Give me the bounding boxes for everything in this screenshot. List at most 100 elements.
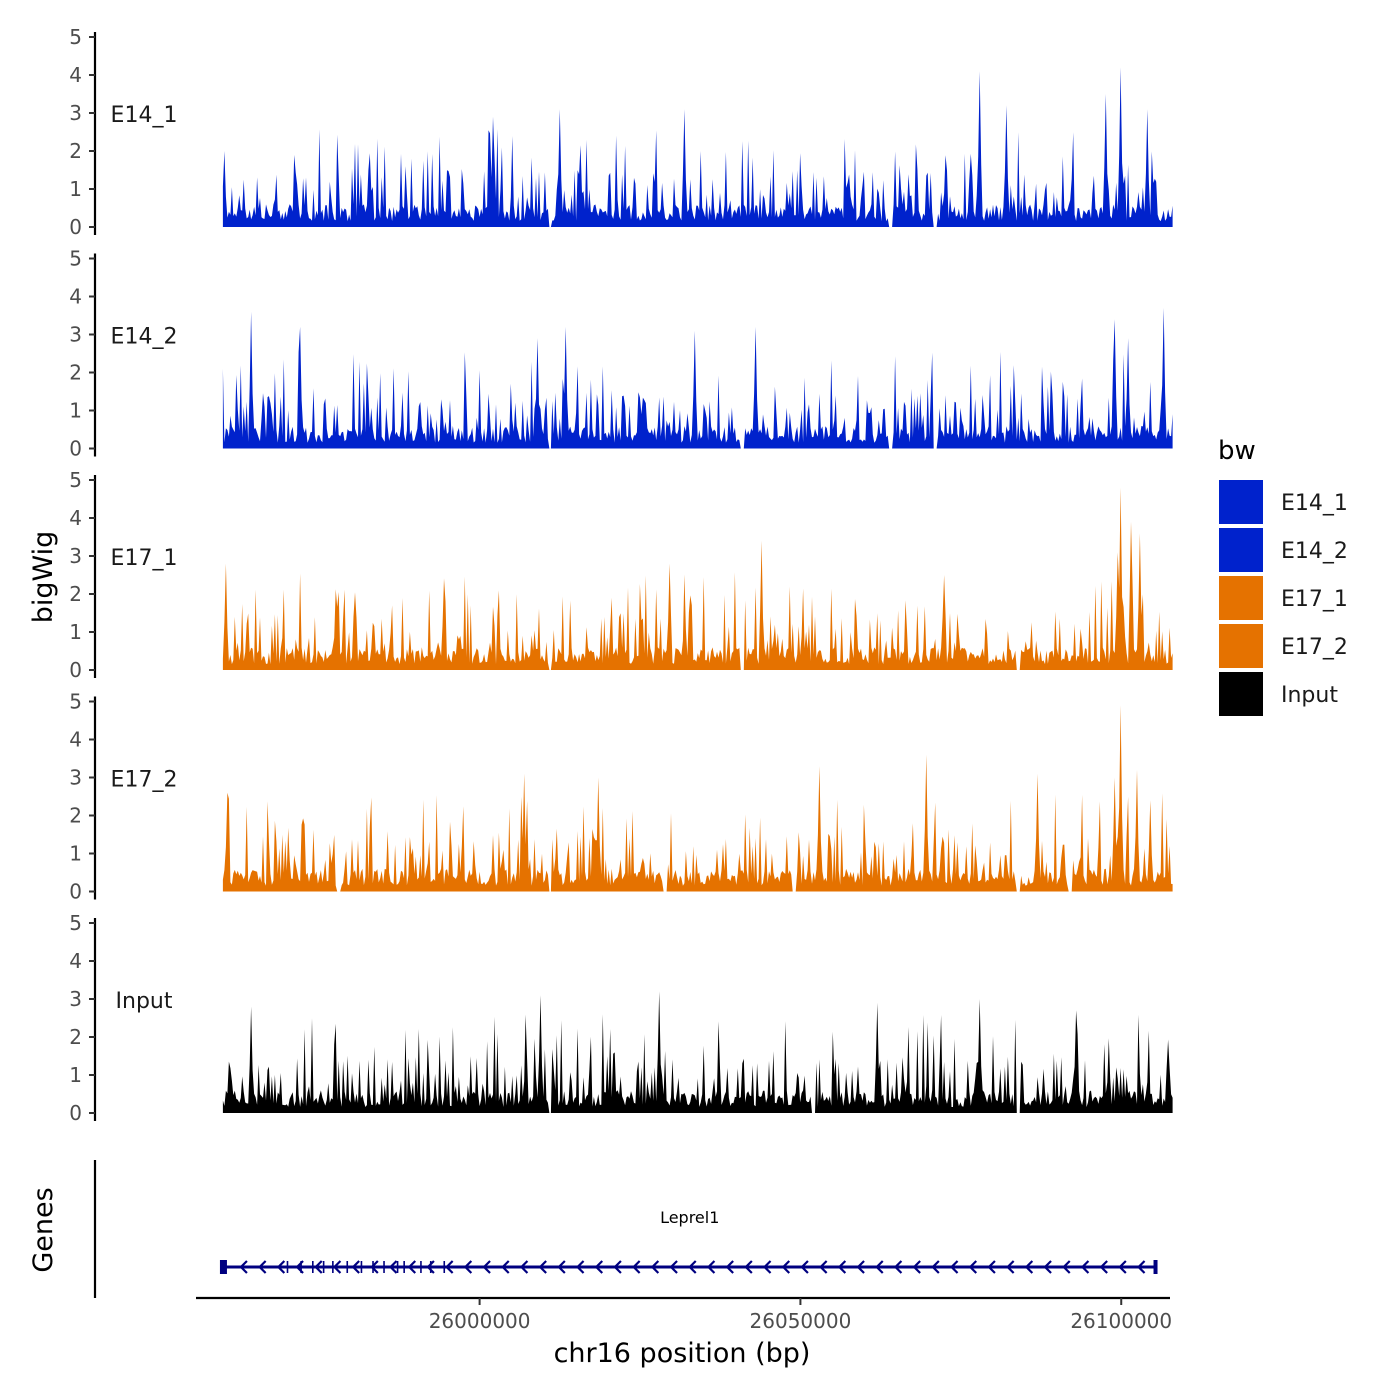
y-tick-label: 0 xyxy=(69,880,82,904)
strand-arrow xyxy=(1024,1260,1034,1274)
strand-arrow xyxy=(968,1260,978,1274)
strand-arrow xyxy=(650,1260,660,1274)
track-E17_1: 0 1 2 3 4 5 E17_1 xyxy=(69,468,1173,682)
legend-swatch xyxy=(1219,528,1263,572)
strand-arrow xyxy=(1080,1260,1090,1274)
strand-arrow xyxy=(912,1260,921,1274)
gene-exon xyxy=(322,1261,325,1273)
gene-exon xyxy=(443,1261,446,1273)
track-E14_1: 0 1 2 3 4 5 E14_1 xyxy=(69,25,1173,239)
legend-label: E14_2 xyxy=(1281,539,1348,564)
gene-name-label: Leprel1 xyxy=(660,1208,719,1227)
strand-arrow xyxy=(351,1260,360,1274)
strand-arrow xyxy=(538,1260,547,1274)
y-tick-label: 5 xyxy=(69,690,82,714)
legend-label: E17_2 xyxy=(1281,635,1348,660)
strand-arrow xyxy=(314,1260,323,1274)
legend: bw E14_1 E14_2 E17_1 E17_2 Input xyxy=(1218,436,1348,716)
y-tick-label: 4 xyxy=(69,728,82,752)
strand-arrow xyxy=(557,1260,566,1274)
x-tick-label: 26000000 xyxy=(429,1309,531,1333)
gene-exon xyxy=(219,1260,227,1274)
strand-arrow xyxy=(762,1260,772,1274)
y-tick-label: 0 xyxy=(69,215,82,239)
y-tick-label: 5 xyxy=(69,25,82,49)
strand-arrow xyxy=(837,1260,847,1274)
strand-arrow xyxy=(332,1260,342,1274)
track-label: E17_1 xyxy=(111,546,178,571)
y-tick-label: 2 xyxy=(69,1025,82,1049)
strand-arrow xyxy=(781,1260,791,1274)
signal-area-E14_1 xyxy=(222,67,1173,228)
strand-arrow xyxy=(388,1260,398,1274)
gene-exon xyxy=(346,1261,349,1273)
y-tick-label: 4 xyxy=(69,506,82,530)
strand-arrow xyxy=(370,1260,379,1274)
strand-arrow xyxy=(819,1260,828,1274)
y-tick-label: 1 xyxy=(69,399,82,423)
track-Input: 0 1 2 3 4 5 Input xyxy=(69,911,1173,1125)
y-tick-label: 0 xyxy=(69,1101,82,1125)
track-label: E14_2 xyxy=(111,325,178,350)
gene-exon xyxy=(286,1261,289,1273)
y-tick-label: 0 xyxy=(69,658,82,682)
strand-arrow xyxy=(856,1260,865,1274)
strand-arrow xyxy=(706,1260,716,1274)
y-tick-label: 0 xyxy=(69,437,82,461)
strand-arrow xyxy=(1062,1260,1071,1274)
y-tick-label: 1 xyxy=(69,177,82,201)
y-tick-label: 3 xyxy=(69,101,82,125)
track-E14_2: 0 1 2 3 4 5 E14_2 xyxy=(69,247,1173,461)
strand-arrow xyxy=(445,1260,454,1274)
y-tick-label: 2 xyxy=(69,804,82,828)
gene-exon xyxy=(332,1261,334,1273)
strand-arrow xyxy=(613,1260,622,1274)
strand-arrow xyxy=(632,1260,641,1274)
strand-arrow xyxy=(519,1260,529,1274)
strand-arrow xyxy=(949,1260,959,1274)
y-tick-label: 1 xyxy=(69,1063,82,1087)
strand-arrow xyxy=(688,1260,697,1274)
strand-arrow xyxy=(1006,1260,1015,1274)
gene-exon xyxy=(396,1261,399,1273)
gene-panel: Leprel1 xyxy=(93,1160,1158,1298)
gene-exon xyxy=(312,1261,314,1273)
signal-area-Input xyxy=(222,991,1173,1113)
strand-arrow xyxy=(258,1260,267,1274)
gene-exon xyxy=(420,1261,422,1273)
track-label: Input xyxy=(116,989,173,1014)
strand-arrow xyxy=(594,1260,604,1274)
y-tick-label: 5 xyxy=(69,468,82,492)
x-tick-label: 26100000 xyxy=(1070,1309,1172,1333)
strand-arrow xyxy=(295,1260,304,1274)
strand-arrow xyxy=(800,1260,809,1274)
y-tick-label: 1 xyxy=(69,620,82,644)
gene-exon xyxy=(300,1261,302,1273)
legend-swatch xyxy=(1219,576,1263,620)
y-tick-label: 5 xyxy=(69,247,82,271)
track-label: E14_1 xyxy=(111,103,178,128)
gene-exon xyxy=(1153,1260,1158,1274)
gene-exon xyxy=(429,1261,432,1273)
y-tick-label: 3 xyxy=(69,766,82,790)
x-axis: 26000000 26050000 26100000 xyxy=(196,1296,1172,1333)
y-tick-label: 5 xyxy=(69,911,82,935)
legend-title: bw xyxy=(1218,436,1256,466)
y-tick-label: 2 xyxy=(69,139,82,163)
strand-arrow xyxy=(1118,1260,1127,1274)
strand-arrow xyxy=(725,1260,734,1274)
y-tick-label: 1 xyxy=(69,842,82,866)
y-tick-label: 3 xyxy=(69,544,82,568)
gene-panel-title: Genes xyxy=(28,1187,59,1272)
gene-exon xyxy=(360,1261,363,1273)
strand-arrow xyxy=(482,1260,491,1274)
y-tick-label: 2 xyxy=(69,361,82,385)
legend-swatch xyxy=(1219,672,1263,716)
strand-arrow xyxy=(501,1260,510,1274)
strand-arrow xyxy=(276,1260,286,1274)
x-tick-label: 26050000 xyxy=(750,1309,852,1333)
y-tick-label: 3 xyxy=(69,323,82,347)
legend-swatch xyxy=(1219,480,1263,524)
strand-arrow xyxy=(931,1260,940,1274)
